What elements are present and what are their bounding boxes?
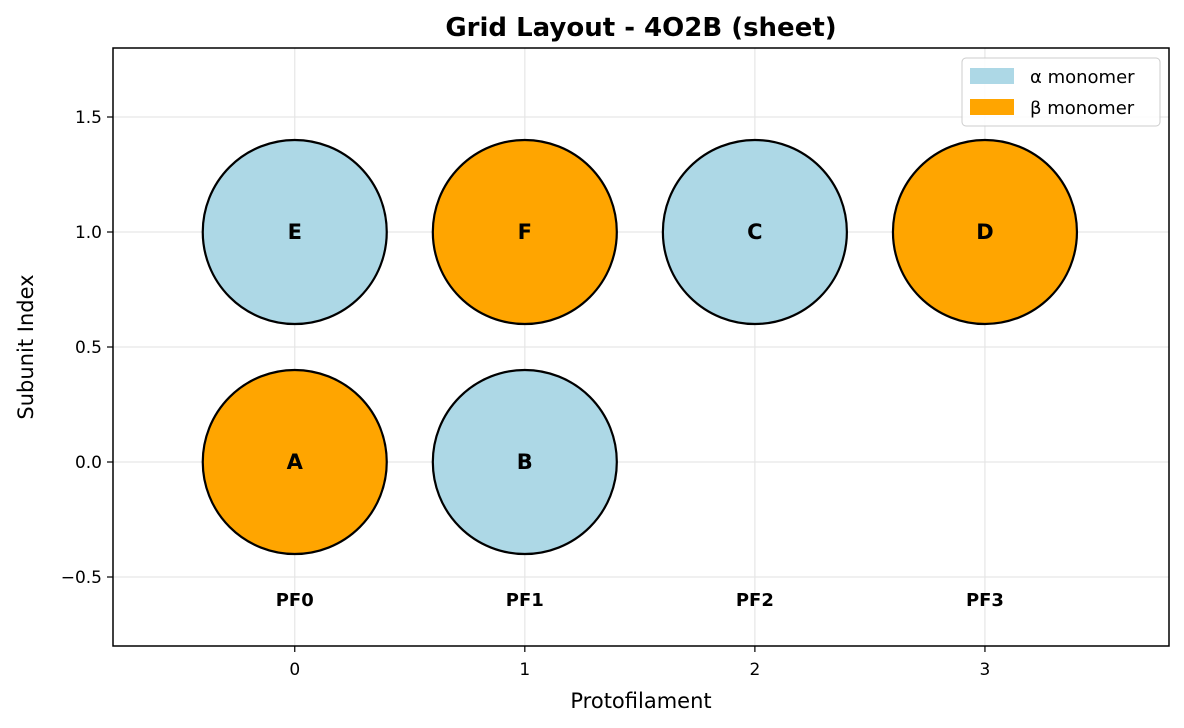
protofilament-label-3: PF3 — [966, 590, 1004, 611]
y-axis-label: Subunit Index — [14, 274, 38, 419]
x-tick-label: 2 — [749, 660, 760, 680]
subunit-circle-f — [431, 138, 618, 326]
y-tick-label: 0.0 — [75, 453, 102, 473]
x-axis-label: Protofilament — [570, 689, 711, 713]
y-tick-label: 1.0 — [75, 223, 102, 243]
subunit-label-b: B — [517, 450, 533, 474]
subunit-label-f: F — [518, 220, 532, 244]
protofilament-label-2: PF2 — [736, 590, 774, 611]
subunit-label-e: E — [288, 220, 302, 244]
legend-label-beta: β monomer — [1030, 98, 1135, 119]
subunit-circle-e — [201, 138, 388, 326]
legend-swatch-alpha — [970, 68, 1014, 84]
subunit-markers: A B E F C D PF0 PF1 PF2 PF3 — [201, 138, 1079, 611]
axis-ticks: 0 1 2 3 −0.5 0.0 0.5 1.0 1.5 — [61, 108, 991, 680]
subunit-circle-d — [891, 138, 1079, 326]
x-tick-label: 1 — [519, 660, 530, 680]
protofilament-label-1: PF1 — [506, 590, 544, 611]
protofilament-label-0: PF0 — [276, 590, 314, 611]
subunit-circle-b — [431, 368, 618, 556]
subunit-circle-a — [201, 368, 388, 556]
y-tick-label: 1.5 — [75, 108, 102, 128]
chart-title: Grid Layout - 4O2B (sheet) — [445, 13, 836, 43]
y-tick-label: 0.5 — [75, 338, 102, 358]
subunit-label-a: A — [287, 450, 304, 474]
legend-label-alpha: α monomer — [1030, 67, 1135, 88]
subunit-label-c: C — [747, 220, 762, 244]
x-tick-label: 3 — [980, 660, 991, 680]
grid-lines — [113, 48, 1169, 646]
x-tick-label: 0 — [289, 660, 300, 680]
legend: α monomer β monomer — [961, 57, 1161, 127]
subunit-label-d: D — [976, 220, 993, 244]
subunit-circle-c — [661, 138, 848, 326]
legend-swatch-beta — [970, 99, 1014, 115]
y-tick-label: −0.5 — [61, 568, 102, 588]
